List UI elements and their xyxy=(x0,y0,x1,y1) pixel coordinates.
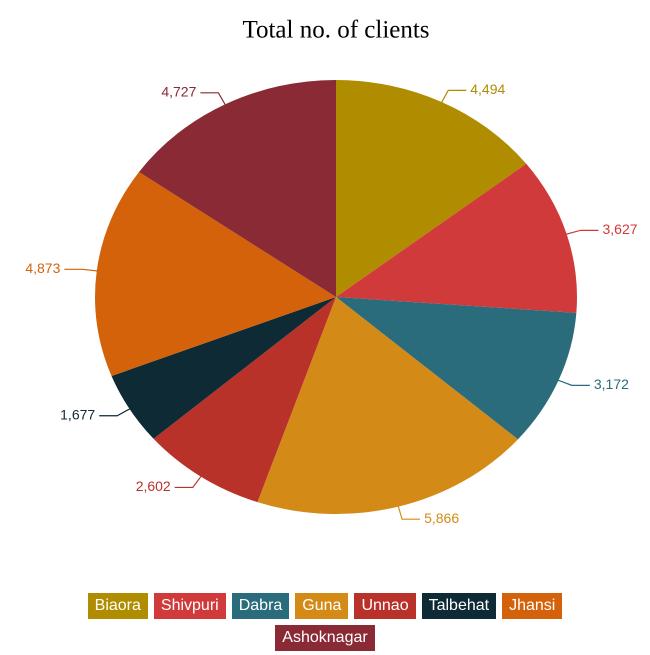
legend: Biaora Shivpuri Dabra Guna Unnao Talbehat Jhan… xyxy=(35,593,615,651)
pie-slice xyxy=(139,80,336,297)
leader-line xyxy=(99,406,134,417)
pie-slice xyxy=(336,297,577,440)
legend-item: Talbehat xyxy=(421,593,497,619)
pie-slice xyxy=(257,297,518,514)
data-label: 3,172 xyxy=(594,376,629,392)
leader-line xyxy=(439,89,467,107)
pie-slice xyxy=(336,80,527,297)
pie-slice xyxy=(336,163,577,313)
legend-item: Guna xyxy=(295,593,349,619)
legend-item: Shivpuri xyxy=(153,593,226,619)
leader-line xyxy=(64,268,102,273)
data-label: 5,866 xyxy=(424,510,459,526)
data-label: 4,494 xyxy=(470,81,505,97)
leader-line xyxy=(200,92,228,109)
data-label: 4,727 xyxy=(161,84,196,100)
data-label: 1,677 xyxy=(60,406,95,422)
legend-item: Biaora xyxy=(87,593,148,619)
legend-item: Unnao xyxy=(354,593,416,619)
data-label: 2,602 xyxy=(136,478,171,494)
leader-line xyxy=(174,472,205,489)
chart-title: Total no. of clients xyxy=(242,17,429,44)
pie-slice xyxy=(111,297,336,439)
data-label: 4,873 xyxy=(25,260,60,276)
data-label: 3,627 xyxy=(603,221,638,237)
pie-slice xyxy=(153,297,336,503)
chart: Total no. of clients 4,494 3,627 3,172 5,86… xyxy=(25,17,638,526)
legend-item: Ashoknagar xyxy=(275,625,375,651)
pie-slice xyxy=(95,171,336,376)
leader-line xyxy=(396,502,421,520)
leader-line xyxy=(553,378,590,386)
legend-item: Dabra xyxy=(231,593,290,619)
leader-line xyxy=(561,229,599,236)
legend-item: Jhansi xyxy=(502,593,563,619)
